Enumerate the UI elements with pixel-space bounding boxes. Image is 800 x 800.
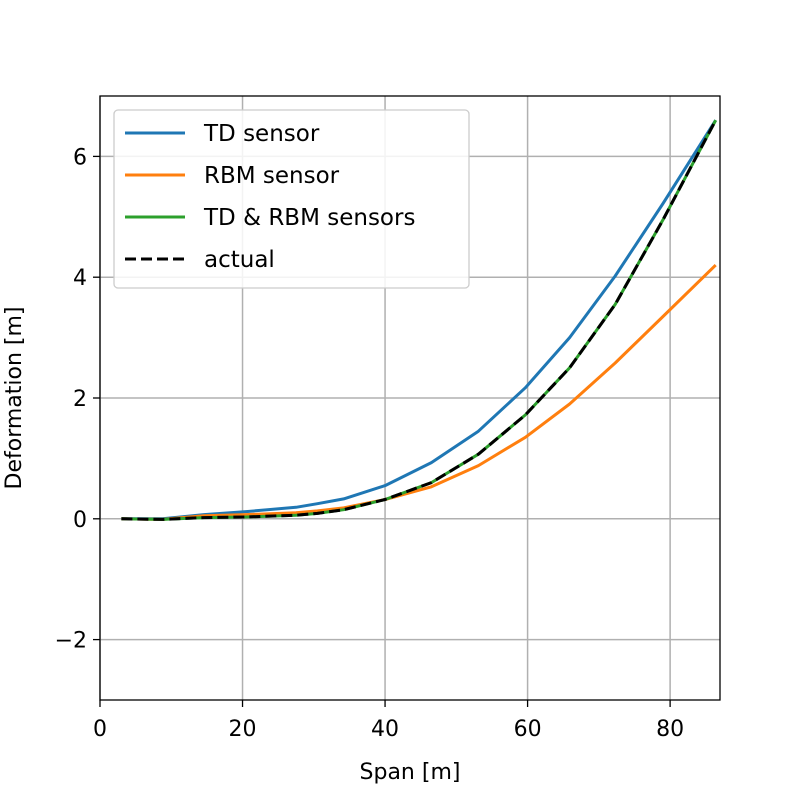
x-tick-label: 0 <box>93 717 107 742</box>
x-tick-label: 80 <box>656 717 684 742</box>
legend-box <box>113 109 470 289</box>
legend: TD sensor RBM sensor TD & RBM sensors actua… <box>113 109 470 289</box>
axis-ticks: 0 20 40 60 80 −2 0 2 4 6 <box>55 145 685 742</box>
y-tick-label: 2 <box>73 387 87 412</box>
y-tick-label: 0 <box>73 508 87 533</box>
legend-label-4: actual <box>204 247 275 273</box>
x-tick-label: 20 <box>229 717 257 742</box>
legend-label-3: TD & RBM sensors <box>203 205 415 231</box>
series-layer <box>121 119 718 521</box>
series-line-4 <box>121 119 718 521</box>
x-tick-label: 40 <box>371 717 399 742</box>
series-line-1 <box>121 119 717 521</box>
y-tick-label: −2 <box>55 629 87 654</box>
y-axis-label: Deformation [m] <box>2 307 27 490</box>
y-tick-label: 4 <box>73 266 87 291</box>
legend-label-1: TD sensor <box>203 121 320 147</box>
x-tick-label: 60 <box>514 717 542 742</box>
y-tick-label: 6 <box>73 145 87 170</box>
legend-label-2: RBM sensor <box>204 163 340 189</box>
x-axis-label: Span [m] <box>360 760 461 785</box>
